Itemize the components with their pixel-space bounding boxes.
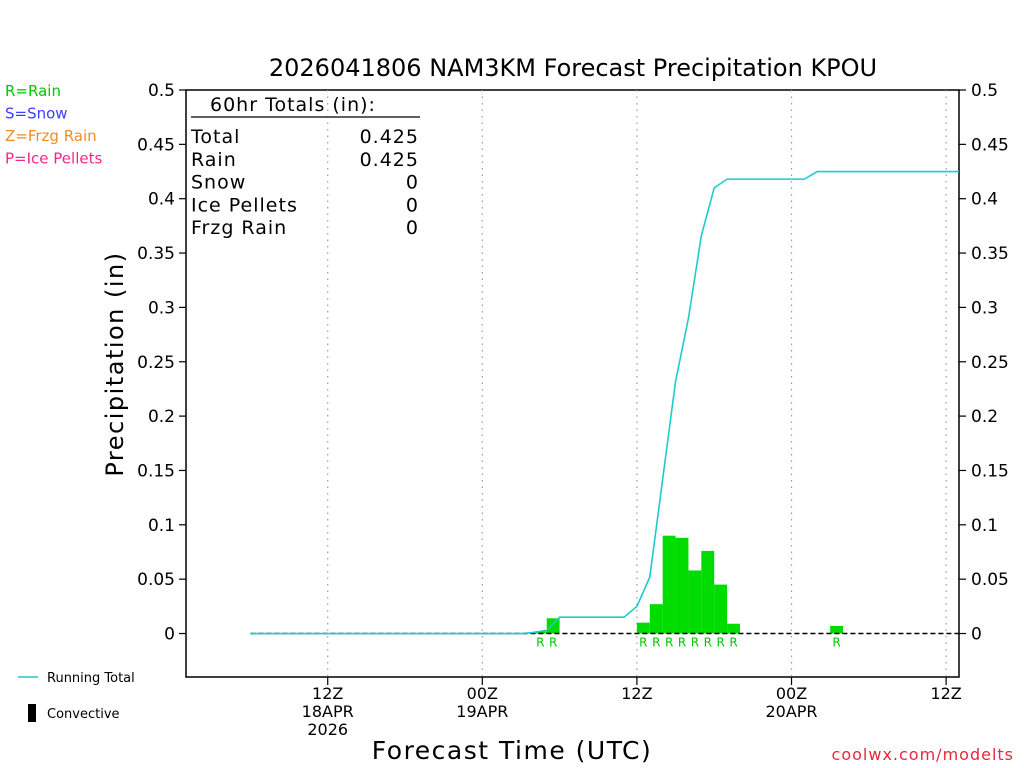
ytick-label-right-2: 0.1	[971, 516, 998, 536]
ytick-label-right-9: 0.45	[971, 135, 1009, 155]
xtick-label-0-1: 12Z	[312, 684, 343, 703]
totals-label-0: Total	[190, 126, 240, 148]
grid-lines	[327, 90, 947, 677]
precip-bar-9	[727, 623, 740, 634]
xtick-label-1-2: 19APR	[456, 702, 508, 721]
ytick-label-left-9: 0.45	[137, 135, 175, 155]
precip-bar-0	[533, 631, 547, 634]
ptype-marker-1: R	[549, 636, 557, 650]
ptype-marker-8: R	[716, 636, 724, 650]
ptype-marker-9: R	[729, 636, 737, 650]
totals-box: 60hr Totals (in): Total 0.425 Rain 0.425 Sno…	[190, 94, 420, 239]
ptype-marker-2: R	[639, 636, 647, 650]
totals-label-4: Frzg Rain	[191, 217, 287, 239]
ptype-marker-6: R	[691, 636, 699, 650]
ptype-marker-4: R	[665, 636, 673, 650]
ytick-label-left-5: 0.25	[137, 353, 175, 373]
running-total-line	[250, 170, 959, 635]
ytick-label-right-7: 0.35	[971, 244, 1009, 264]
ptype-legend-3: P=Ice Pellets	[5, 150, 102, 168]
series-legend: Running Total Convective	[18, 671, 135, 722]
precip-type-legend: R=Rain S=Snow Z=Frzg Rain P=Ice Pellets	[5, 82, 102, 168]
totals-heading: 60hr Totals (in):	[210, 94, 376, 116]
totals-value-2: 0	[406, 172, 419, 194]
ptype-marker-10: R	[832, 636, 840, 650]
ptype-marker-3: R	[652, 636, 660, 650]
ytick-label-right-10: 0.5	[971, 81, 998, 101]
totals-value-4: 0	[406, 217, 419, 239]
ytick-label-right-6: 0.3	[971, 298, 998, 318]
xtick-label-2-1: 12Z	[621, 684, 652, 703]
ytick-label-right-3: 0.15	[971, 461, 1009, 481]
ytick-label-left-10: 0.5	[148, 81, 175, 101]
totals-label-2: Snow	[191, 172, 246, 194]
totals-value-0: 0.425	[360, 126, 419, 148]
plot-frame	[185, 89, 960, 678]
ytick-label-left-4: 0.2	[148, 407, 175, 427]
ytick-label-left-7: 0.35	[137, 244, 175, 264]
ptype-legend-1: S=Snow	[5, 105, 68, 123]
xtick-label-3-2: 20APR	[765, 702, 817, 721]
ytick-label-right-4: 0.2	[971, 407, 998, 427]
ytick-label-right-1: 0.05	[971, 570, 1009, 590]
precip-bar-5	[675, 537, 689, 634]
precip-bar-10	[830, 625, 844, 634]
y-axis-left: 0 0.05 0.1 0.15 0.2 0.25 0.3 0.35 0.4 0.45 0.5	[137, 81, 186, 645]
ptype-legend-2: Z=Frzg Rain	[5, 127, 97, 145]
ytick-label-left-8: 0.4	[148, 190, 175, 210]
ytick-label-right-8: 0.4	[971, 190, 998, 210]
ytick-label-right-0: 0	[971, 625, 982, 645]
totals-value-3: 0	[406, 194, 419, 216]
xtick-label-1-1: 00Z	[467, 684, 498, 703]
totals-label-3: Ice Pellets	[191, 194, 298, 216]
running-total-legend-label: Running Total	[47, 671, 135, 686]
convective-swatch	[28, 704, 36, 722]
ytick-label-left-0: 0	[164, 625, 175, 645]
chart-title: 2026041806 NAM3KM Forecast Precipitation…	[269, 54, 877, 82]
xtick-label-0-2: 18APR	[302, 702, 354, 721]
ptype-marker-0: R	[536, 636, 544, 650]
totals-value-1: 0.425	[360, 149, 419, 171]
xtick-label-3-1: 00Z	[776, 684, 807, 703]
x-axis-label: Forecast Time (UTC)	[372, 736, 652, 765]
credit-text: coolwx.com/modelts	[832, 745, 1014, 764]
ptype-legend-0: R=Rain	[5, 82, 61, 100]
precip-bar-6	[688, 570, 702, 634]
xtick-label-4-1: 12Z	[930, 684, 961, 703]
ytick-label-left-2: 0.1	[148, 516, 175, 536]
precip-bar-4	[662, 535, 676, 634]
xtick-label-0-3: 2026	[307, 720, 348, 739]
precip-bar-1	[546, 618, 560, 634]
convective-legend-label: Convective	[47, 707, 120, 722]
y-axis-right: 0 0.05 0.1 0.15 0.2 0.25 0.3 0.35 0.4 0.45 0.5	[959, 81, 1009, 645]
ytick-label-left-3: 0.15	[137, 461, 175, 481]
precip-bar-2	[636, 622, 650, 634]
y-axis-label: Precipitation (in)	[101, 251, 129, 476]
totals-label-1: Rain	[191, 149, 237, 171]
ytick-label-left-6: 0.3	[148, 298, 175, 318]
precip-bar-8	[714, 584, 728, 634]
ptype-marker-7: R	[704, 636, 712, 650]
precip-bar-7	[701, 550, 715, 634]
ytick-label-right-5: 0.25	[971, 353, 1009, 373]
precip-bars	[533, 535, 844, 634]
ytick-label-left-1: 0.05	[137, 570, 175, 590]
ptype-marker-5: R	[678, 636, 686, 650]
precip-bar-3	[649, 604, 663, 634]
